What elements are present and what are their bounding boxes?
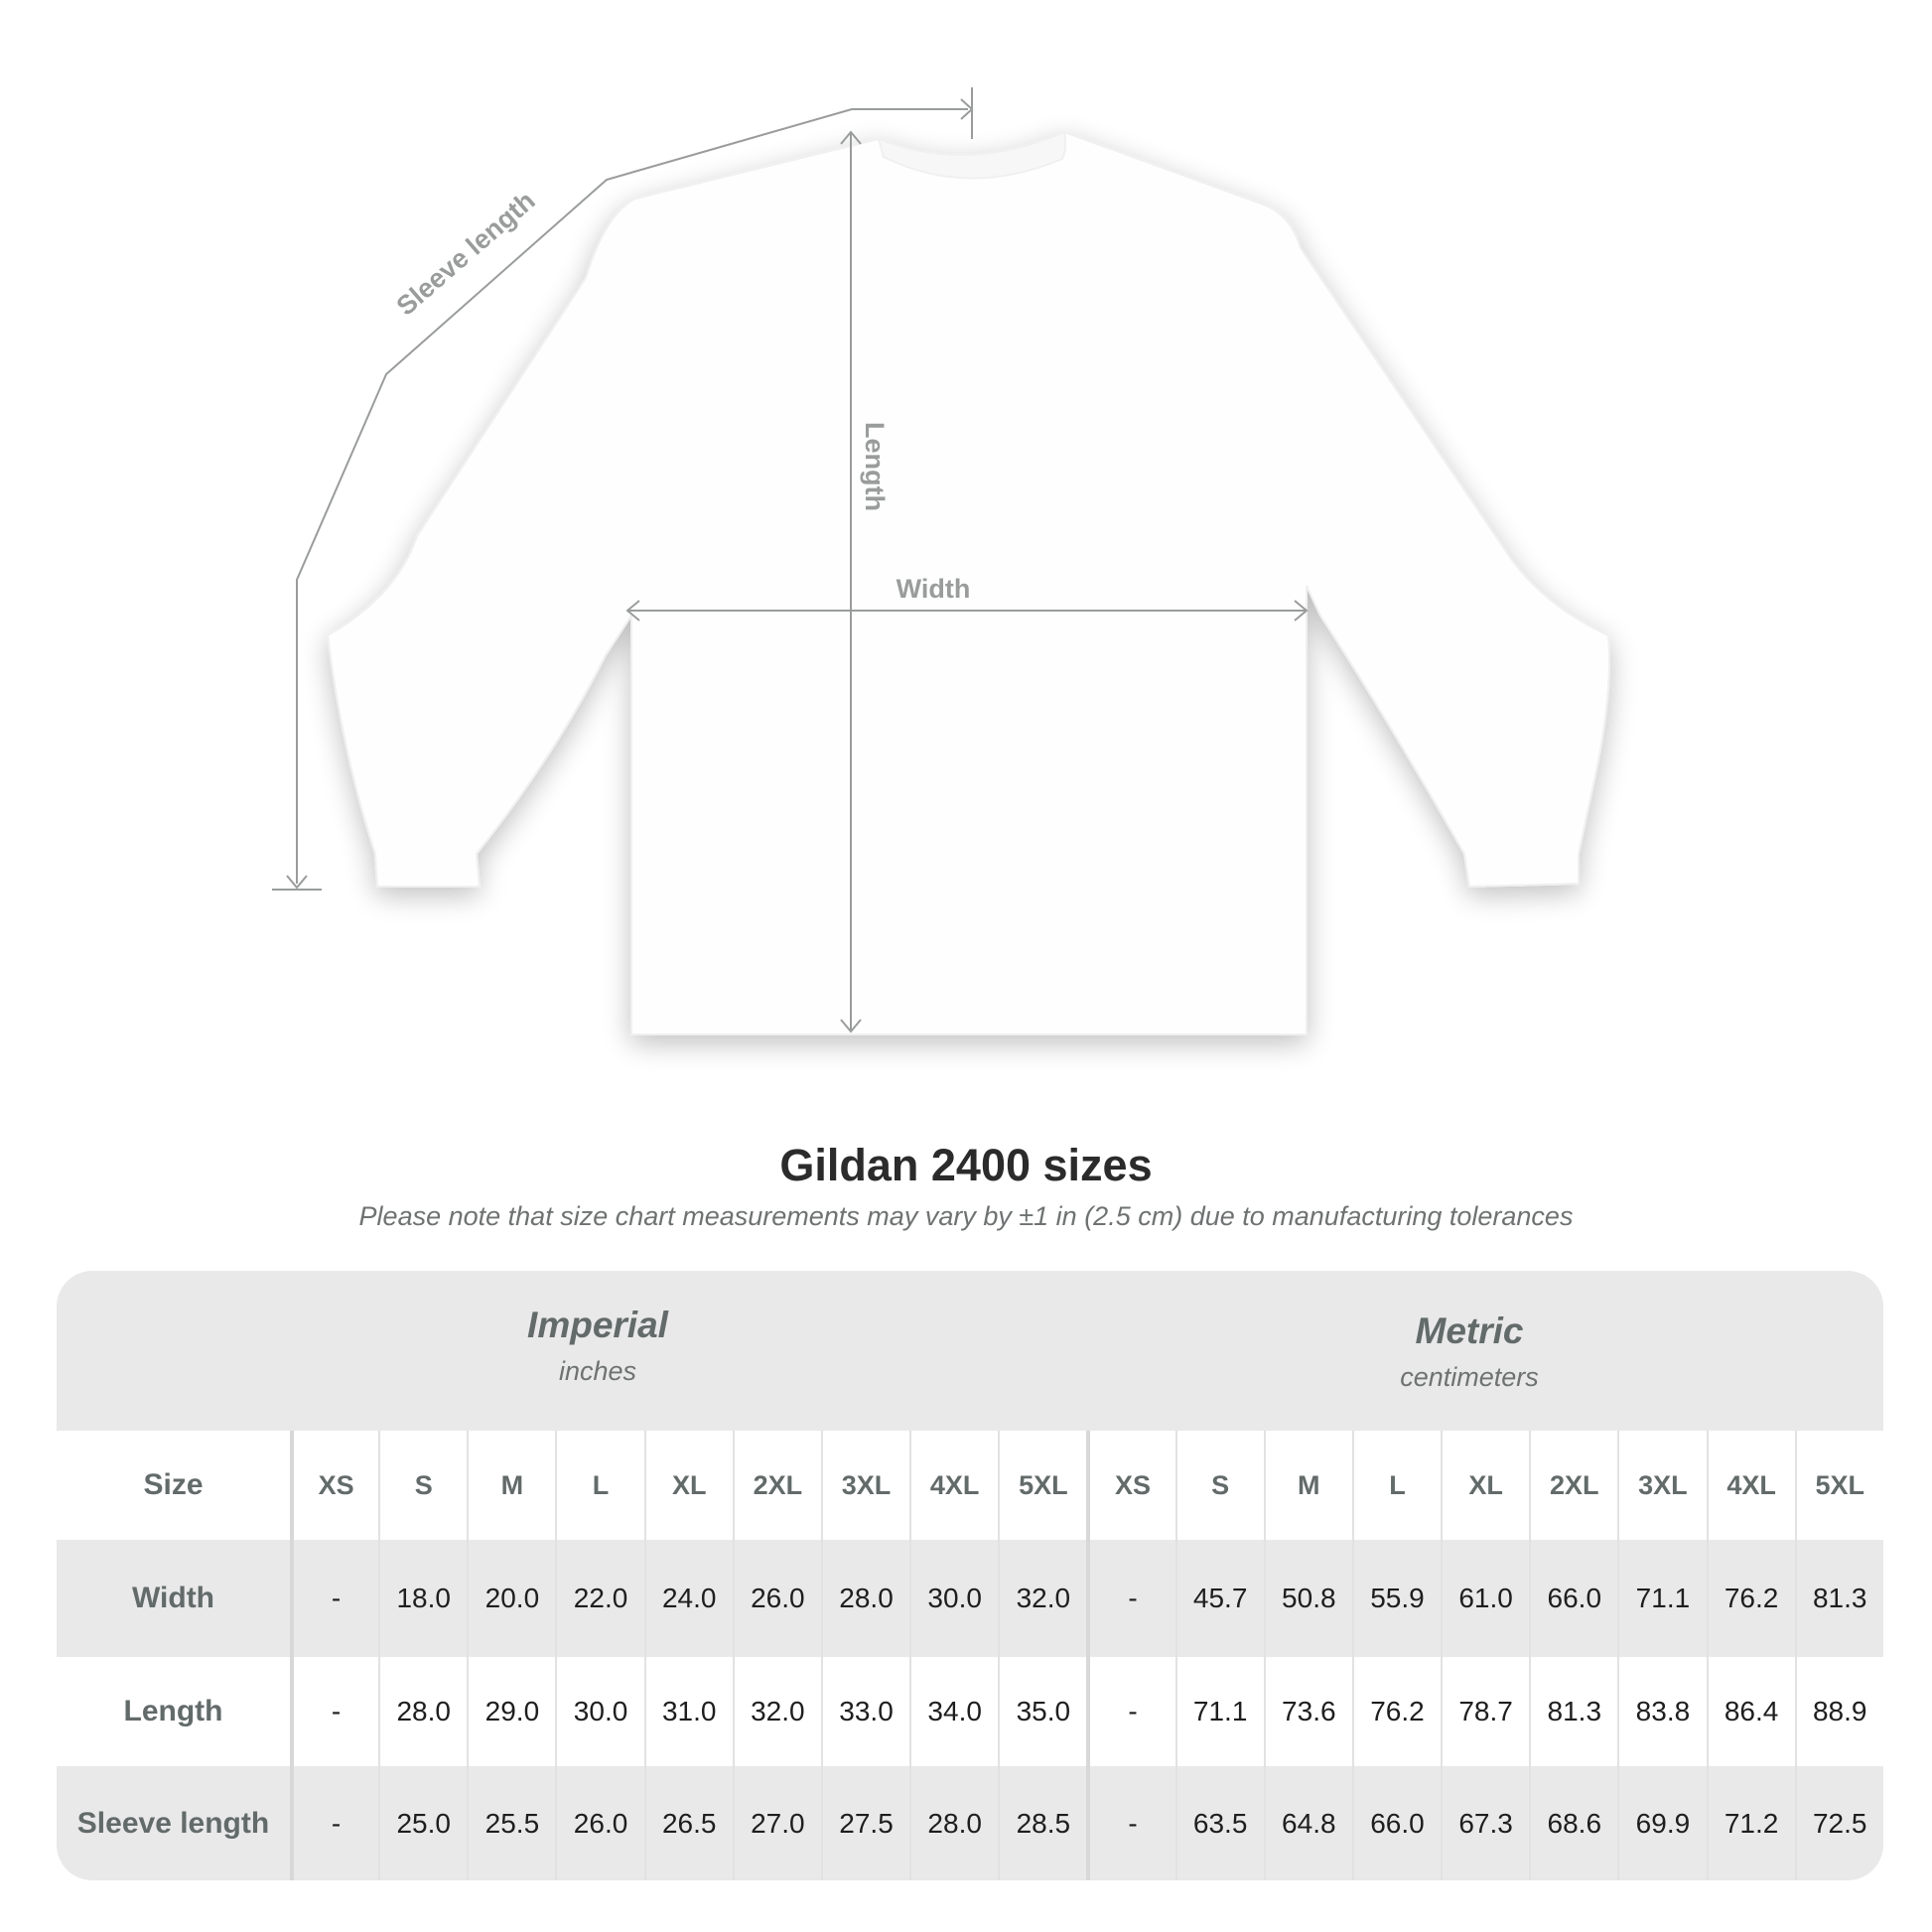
metric-size-header: 3XL: [1617, 1431, 1706, 1540]
imperial-value-cell: 29.0: [467, 1657, 555, 1766]
size-table: Imperial inches Metric centimeters Size X…: [57, 1271, 1883, 1880]
metric-value-cell: 76.2: [1706, 1540, 1795, 1657]
length-label: Length: [860, 422, 890, 511]
table-row: Width -18.0 20.0 22.0 24.0 26.0 28.0 30.0 32.0-4…: [57, 1540, 1883, 1657]
metric-size-header: XL: [1441, 1431, 1529, 1540]
row-label: Width: [131, 1582, 215, 1614]
metric-value-cell: 72.5: [1794, 1766, 1883, 1880]
imperial-value-cell: 30.0: [909, 1540, 998, 1657]
row-band: [57, 1766, 1883, 1880]
dimension-lines: [272, 87, 1309, 1034]
metric-size-header: L: [1351, 1431, 1441, 1540]
imperial-title: Imperial: [527, 1305, 668, 1345]
metric-value-cell: 61.0: [1441, 1540, 1529, 1657]
metric-title: Metric: [1415, 1311, 1524, 1351]
imperial-heading: Imperial inches: [300, 1305, 896, 1387]
table-row: Length -28.0 29.0 30.0 31.0 32.0 33.0 34.0 35.0-…: [57, 1657, 1883, 1766]
imperial-value-cell: 28.0: [378, 1657, 467, 1766]
imperial-value-cell: -: [290, 1766, 378, 1880]
metric-value-cell: 76.2: [1351, 1657, 1441, 1766]
metric-value-cell: -: [1086, 1540, 1174, 1657]
imperial-value-cell: 35.0: [998, 1657, 1086, 1766]
size-header-row: Size XS S M L XL 2XL 3XL 4XL 5XL XS S M L XL 2XL 3XL 4XL 5…: [57, 1431, 1883, 1540]
metric-heading: Metric centimeters: [1172, 1311, 1767, 1393]
table-row: Sleeve length -25.0 25.5 26.0 26.5 27.0 27.5 28…: [57, 1766, 1883, 1880]
metric-value-cell: 71.2: [1706, 1766, 1795, 1880]
imperial-value-cell: 22.0: [555, 1540, 643, 1657]
imperial-value-cell: -: [290, 1540, 378, 1657]
width-label: Width: [897, 574, 971, 604]
row-band: [57, 1540, 1883, 1657]
metric-value-cell: 67.3: [1441, 1766, 1529, 1880]
metric-value-cell: 68.6: [1529, 1766, 1617, 1880]
shirt-diagram: Sleeve length Length Width: [272, 87, 1610, 1035]
imperial-value-cell: 27.0: [732, 1766, 821, 1880]
imperial-value-cell: 26.0: [555, 1766, 643, 1880]
imperial-value-cell: 27.5: [820, 1766, 909, 1880]
imperial-value-cell: 25.0: [378, 1766, 467, 1880]
metric-size-header: M: [1263, 1431, 1352, 1540]
metric-value-cell: 83.8: [1617, 1657, 1706, 1766]
imperial-value-cell: 33.0: [820, 1657, 909, 1766]
imperial-value-cell: 31.0: [643, 1657, 733, 1766]
metric-value-cell: 78.7: [1441, 1657, 1529, 1766]
sleeve-length-label: Sleeve length: [391, 186, 541, 322]
sleeve-length-line: [296, 108, 968, 884]
imperial-size-header: 2XL: [732, 1431, 821, 1540]
metric-size-header: 5XL: [1794, 1431, 1883, 1540]
metric-value-cell: 73.6: [1263, 1657, 1352, 1766]
metric-size-header: 4XL: [1706, 1431, 1795, 1540]
imperial-value-cell: 20.0: [467, 1540, 555, 1657]
metric-size-header: S: [1174, 1431, 1264, 1540]
imperial-value-cell: 26.0: [732, 1540, 821, 1657]
metric-value-cell: 81.3: [1529, 1657, 1617, 1766]
imperial-size-header: XL: [643, 1431, 733, 1540]
metric-value-cell: 66.0: [1529, 1540, 1617, 1657]
imperial-value-cell: 28.5: [998, 1766, 1086, 1880]
metric-value-cell: 63.5: [1174, 1766, 1264, 1880]
metric-value-cell: 50.8: [1263, 1540, 1352, 1657]
imperial-value-cell: 34.0: [909, 1657, 998, 1766]
imperial-value-cell: 25.5: [467, 1766, 555, 1880]
header-band: [57, 1271, 1883, 1431]
imperial-size-header: L: [555, 1431, 643, 1540]
imperial-size-header: M: [467, 1431, 555, 1540]
page-title: Gildan 2400 sizes: [779, 1140, 1153, 1190]
imperial-size-header: XS: [290, 1431, 378, 1540]
metric-value-cell: 81.3: [1794, 1540, 1883, 1657]
imperial-size-header: 4XL: [909, 1431, 998, 1540]
metric-value-cell: 45.7: [1174, 1540, 1264, 1657]
metric-value-cell: 88.9: [1794, 1657, 1883, 1766]
metric-value-cell: 71.1: [1174, 1657, 1264, 1766]
imperial-size-header: S: [378, 1431, 467, 1540]
imperial-size-header: 5XL: [998, 1431, 1086, 1540]
imperial-value-cell: 28.0: [909, 1766, 998, 1880]
metric-value-cell: 55.9: [1351, 1540, 1441, 1657]
imperial-unit: inches: [558, 1356, 637, 1386]
imperial-value-cell: 26.5: [643, 1766, 733, 1880]
imperial-value-cell: 18.0: [378, 1540, 467, 1657]
size-label: Size: [143, 1468, 204, 1501]
metric-value-cell: 64.8: [1263, 1766, 1352, 1880]
imperial-value-cell: 30.0: [555, 1657, 643, 1766]
metric-unit: centimeters: [1400, 1362, 1539, 1392]
imperial-size-header: 3XL: [820, 1431, 909, 1540]
row-label: Sleeve length: [76, 1806, 270, 1840]
imperial-value-cell: -: [290, 1657, 378, 1766]
metric-value-cell: 86.4: [1706, 1657, 1795, 1766]
imperial-value-cell: 32.0: [732, 1657, 821, 1766]
row-label: Length: [123, 1695, 223, 1727]
metric-value-cell: -: [1086, 1766, 1174, 1880]
imperial-value-cell: 24.0: [643, 1540, 733, 1657]
metric-value-cell: 71.1: [1617, 1540, 1706, 1657]
metric-size-header: 2XL: [1529, 1431, 1617, 1540]
imperial-value-cell: 28.0: [820, 1540, 909, 1657]
metric-value-cell: 66.0: [1351, 1766, 1441, 1880]
long-sleeve-shirt: [326, 130, 1610, 1035]
metric-value-cell: -: [1086, 1657, 1174, 1766]
metric-size-header: XS: [1086, 1431, 1174, 1540]
imperial-value-cell: 32.0: [998, 1540, 1086, 1657]
tolerance-note: Please note that size chart measurements…: [358, 1201, 1574, 1231]
metric-value-cell: 69.9: [1617, 1766, 1706, 1880]
